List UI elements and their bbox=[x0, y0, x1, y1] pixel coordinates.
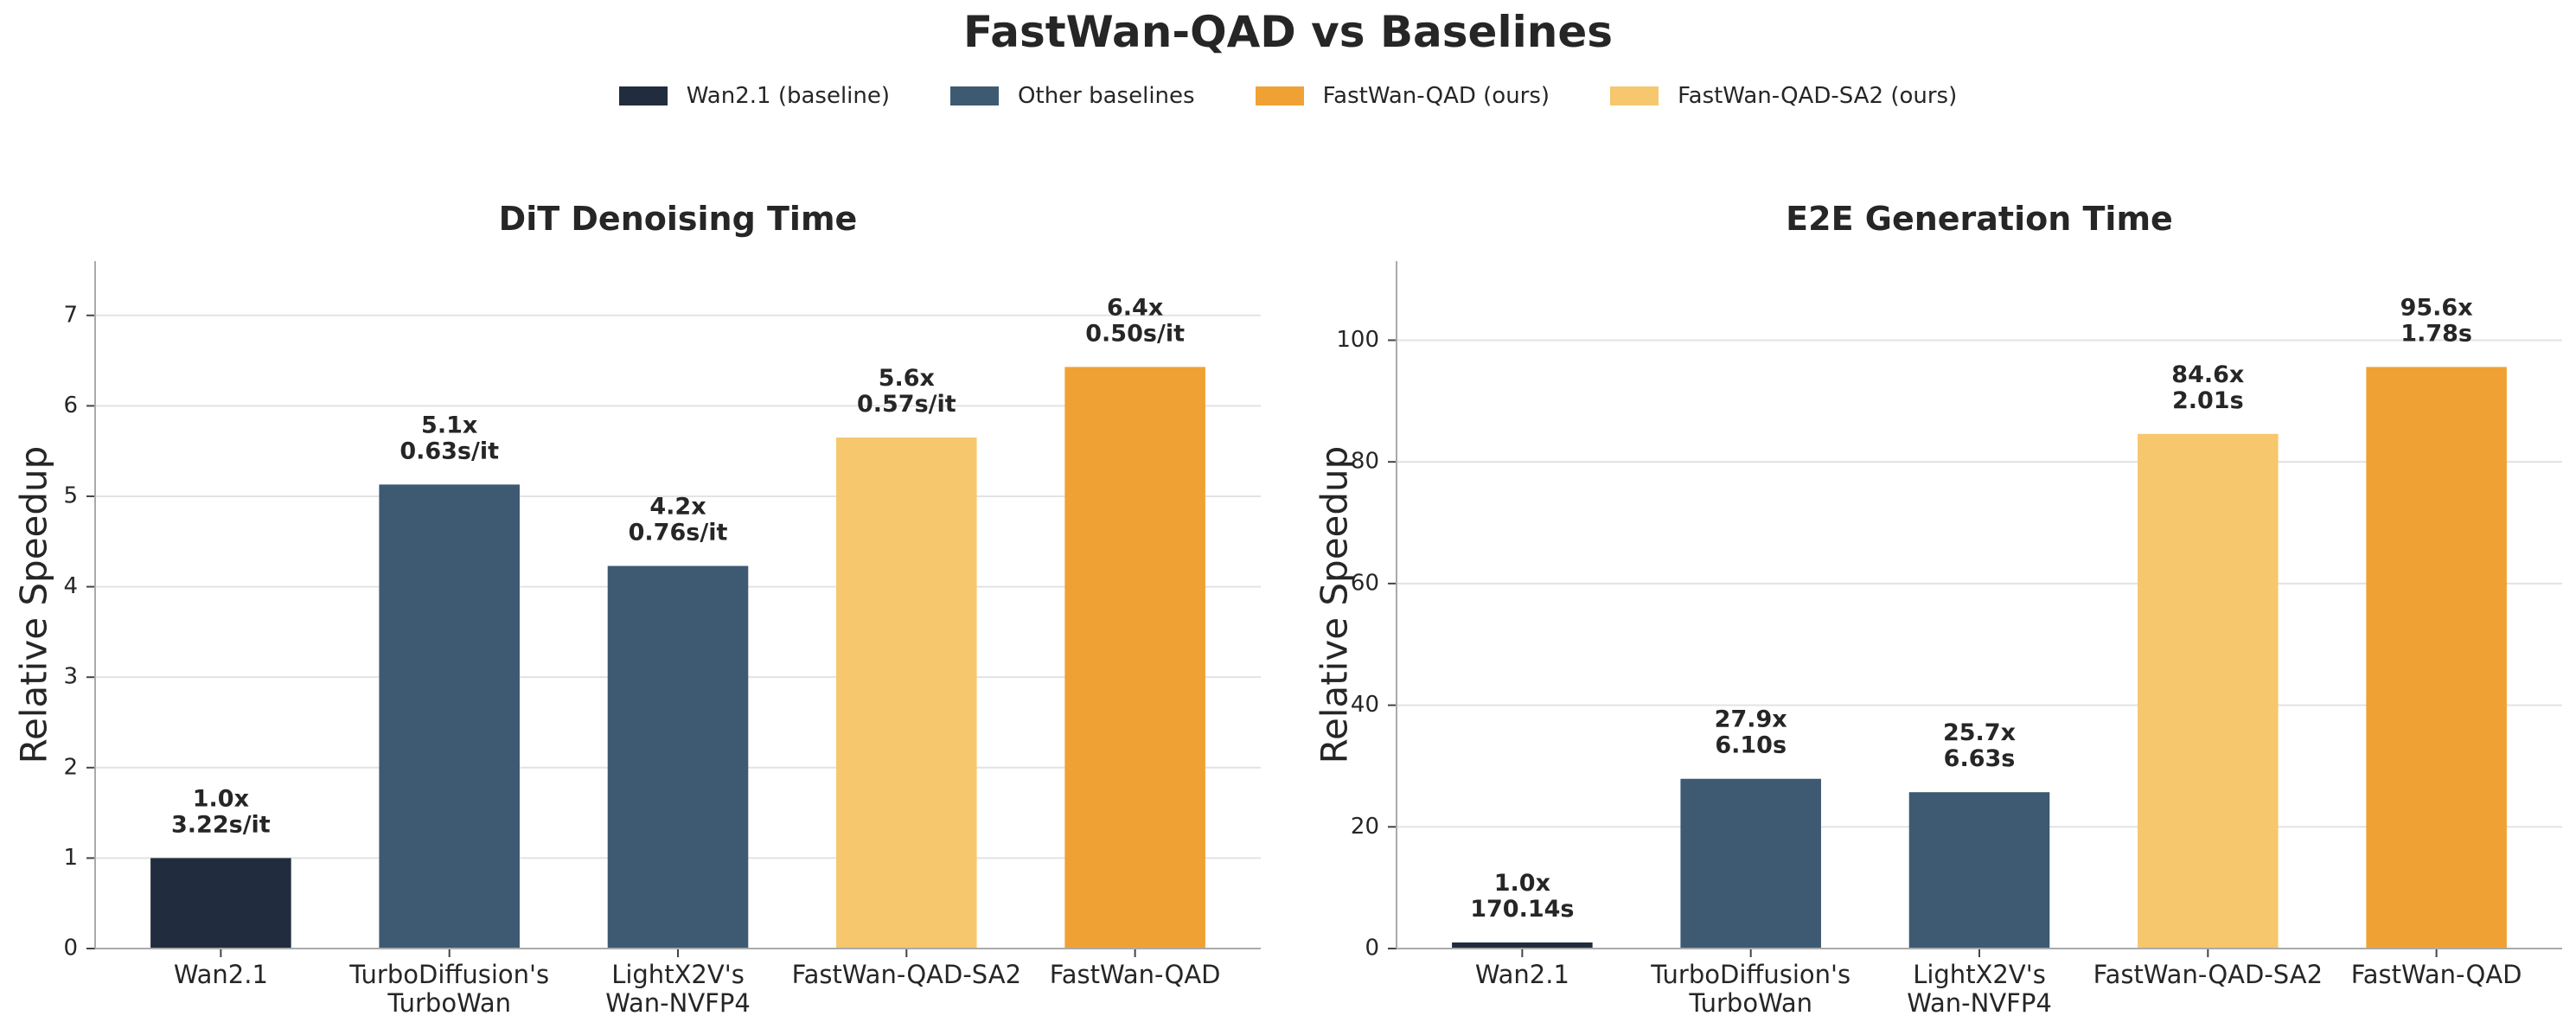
data-label: 0.63s/it bbox=[400, 438, 499, 464]
y-tick-label: 0 bbox=[63, 936, 78, 962]
x-tick-label: FastWan-QAD bbox=[2351, 960, 2522, 989]
data-label: 0.76s/it bbox=[629, 520, 728, 546]
data-label: 27.9x bbox=[1715, 706, 1787, 733]
data-label: 3.22s/it bbox=[171, 811, 271, 838]
x-tick-label: TurboDiffusion's bbox=[1650, 960, 1851, 989]
bar bbox=[2138, 433, 2279, 949]
bar bbox=[1680, 778, 1821, 949]
legend-item: Other baselines bbox=[950, 83, 1195, 109]
data-label: 1.0x bbox=[1494, 870, 1550, 897]
bar bbox=[607, 565, 749, 949]
legend-swatch bbox=[618, 86, 668, 105]
legend-swatch bbox=[1610, 86, 1659, 105]
bar bbox=[2366, 367, 2507, 949]
y-tick-label: 3 bbox=[63, 664, 78, 690]
bar bbox=[150, 858, 291, 949]
legend-label: FastWan-QAD (ours) bbox=[1322, 83, 1550, 109]
bar bbox=[1452, 942, 1593, 949]
bar bbox=[1908, 792, 2050, 949]
x-tick-label: Wan2.1 bbox=[174, 960, 268, 989]
x-tick-label: TurboWan bbox=[1688, 988, 1812, 1018]
y-tick-label: 2 bbox=[63, 754, 78, 780]
x-tick-label: FastWan-QAD bbox=[1050, 960, 1221, 989]
legend-swatch bbox=[950, 86, 1000, 105]
panel-title: E2E Generation Time bbox=[1786, 200, 2173, 238]
data-label: 2.01s bbox=[2172, 387, 2244, 414]
legend-label: FastWan-QAD-SA2 (ours) bbox=[1678, 83, 1958, 109]
y-tick-label: 20 bbox=[1351, 814, 1379, 840]
legend: Wan2.1 (baseline) Other baselines FastWan-… bbox=[0, 83, 2576, 109]
data-label: 95.6x bbox=[2400, 294, 2473, 321]
data-label: 5.6x bbox=[879, 365, 935, 392]
legend-item: FastWan-QAD (ours) bbox=[1255, 83, 1550, 109]
x-tick-label: FastWan-QAD-SA2 bbox=[2093, 960, 2323, 989]
y-tick-label: 5 bbox=[63, 482, 78, 508]
chart-title: FastWan-QAD vs Baselines bbox=[962, 7, 1614, 57]
y-tick-label: 100 bbox=[1336, 327, 1379, 353]
legend-item: FastWan-QAD-SA2 (ours) bbox=[1610, 83, 1957, 109]
y-tick-label: 7 bbox=[63, 302, 78, 328]
x-tick-label: FastWan-QAD-SA2 bbox=[792, 960, 1021, 989]
data-label: 6.4x bbox=[1107, 294, 1163, 321]
x-tick-label: LightX2V's bbox=[1913, 960, 2046, 989]
bar bbox=[1064, 367, 1205, 949]
y-axis-label: Relative Speedup bbox=[1314, 446, 1356, 764]
bar bbox=[379, 484, 520, 949]
y-tick-label: 1 bbox=[63, 845, 78, 871]
x-tick-label: Wan-NVFP4 bbox=[1907, 988, 2052, 1018]
x-tick-label: LightX2V's bbox=[611, 960, 745, 989]
data-label: 25.7x bbox=[1943, 719, 2016, 746]
bar bbox=[836, 437, 977, 949]
data-label: 84.6x bbox=[2171, 361, 2244, 388]
x-tick-label: Wan-NVFP4 bbox=[605, 988, 751, 1018]
data-label: 0.57s/it bbox=[857, 391, 956, 418]
data-label: 4.2x bbox=[649, 494, 706, 521]
x-tick-label: TurboWan bbox=[387, 988, 511, 1018]
legend-label: Wan2.1 (baseline) bbox=[686, 83, 891, 109]
legend-swatch bbox=[1255, 86, 1304, 105]
data-label: 1.0x bbox=[193, 785, 249, 812]
x-tick-label: TurboDiffusion's bbox=[348, 960, 549, 989]
data-label: 170.14s bbox=[1470, 896, 1574, 923]
y-axis-label: Relative Speedup bbox=[13, 446, 55, 764]
y-tick-label: 80 bbox=[1351, 449, 1379, 475]
legend-item: Wan2.1 (baseline) bbox=[618, 83, 891, 109]
data-label: 6.10s bbox=[1715, 732, 1787, 759]
y-tick-label: 0 bbox=[1365, 936, 1379, 962]
data-label: 0.50s/it bbox=[1085, 320, 1185, 347]
legend-label: Other baselines bbox=[1018, 83, 1195, 109]
data-label: 1.78s bbox=[2400, 320, 2472, 347]
data-label: 6.63s bbox=[1944, 745, 2016, 772]
x-tick-label: Wan2.1 bbox=[1475, 960, 1569, 989]
y-tick-label: 40 bbox=[1351, 692, 1379, 718]
panel-title: DiT Denoising Time bbox=[499, 200, 858, 238]
y-tick-label: 4 bbox=[63, 573, 78, 599]
y-tick-label: 6 bbox=[63, 393, 78, 418]
y-tick-label: 60 bbox=[1351, 570, 1379, 596]
data-label: 5.1x bbox=[421, 412, 477, 438]
